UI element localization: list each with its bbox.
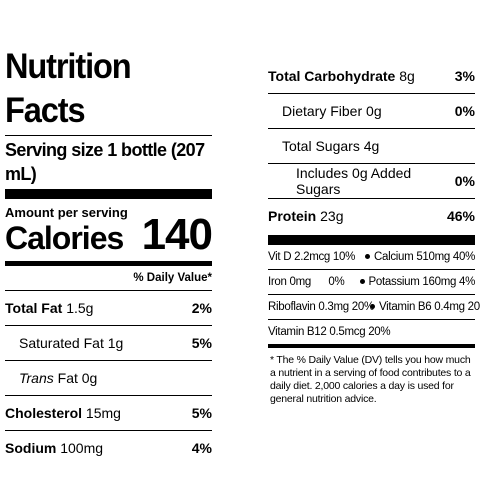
calories-divider xyxy=(5,261,212,266)
nutrient-row-sodium: Sodium 100mg 4% xyxy=(5,430,212,465)
nutrition-left-column: Nutrition Facts Serving size 1 bottle (2… xyxy=(5,45,213,465)
nutrient-name: Includes 0g Added Sugars xyxy=(296,165,412,197)
nutrition-right-column: Total Carbohydrate 8g 3% Dietary Fiber 0… xyxy=(268,59,480,406)
nutrient-name: Saturated Fat xyxy=(19,335,104,351)
vitamin-right: Calcium 510mg 40% xyxy=(373,251,475,263)
nutrient-amount: 23g xyxy=(320,208,344,224)
serving-size: Serving size 1 bottle (207 mL) xyxy=(5,140,205,184)
nutrition-facts-title: Nutrition Facts xyxy=(5,47,132,130)
bullet-icon xyxy=(364,253,370,259)
calories-row: Calories 140 xyxy=(5,213,213,257)
vitamin-row: Riboflavin 0.3mg 20% Vitamin B6 0.4mg 20… xyxy=(268,294,480,319)
nutrient-amount: 0g xyxy=(81,370,98,386)
nutrient-row-total-sugars: Total Sugars 4g xyxy=(268,128,475,163)
nutrient-row-trans-fat: Trans Fat 0g xyxy=(5,360,212,395)
nutrient-row-cholesterol: Cholesterol 15mg 5% xyxy=(5,395,212,430)
nutrient-name: Trans xyxy=(19,370,54,386)
nutrient-dv: 3% xyxy=(454,68,475,84)
vitamins-divider xyxy=(268,235,475,245)
nutrient-dv: 0% xyxy=(454,173,475,189)
nutrient-amount: 4g xyxy=(363,138,380,154)
vitamin-row: Vit D 2.2mcg 10% Calcium 510mg 40% xyxy=(268,245,475,269)
nutrient-amount: 0g xyxy=(366,103,382,119)
daily-value-header: % Daily Value* xyxy=(133,272,212,284)
dv-divider xyxy=(5,290,212,291)
nutrient-row-total-carbohydrate: Total Carbohydrate 8g 3% xyxy=(268,59,475,93)
vitamin-right: Potassium 160mg 4% xyxy=(368,276,476,288)
nutrient-row-total-fat: Total Fat 1.5g 2% xyxy=(5,291,212,325)
amount-per-serving: Amount per serving xyxy=(5,205,128,220)
nutrient-dv: 5% xyxy=(191,335,212,351)
nutrient-amount: 1.5g xyxy=(66,300,94,316)
nutrient-dv: 4% xyxy=(191,440,212,456)
bullet-icon xyxy=(359,278,365,284)
nutrient-row-added-sugars: Includes 0g Added Sugars 0% xyxy=(268,163,475,198)
nutrient-name-suffix: Fat xyxy=(53,370,78,386)
vitamin-right: Vitamin B6 0.4mg 20% xyxy=(379,301,480,313)
nutrient-amount: 8g xyxy=(399,68,415,84)
vitamin-row: Iron 0mg 0% Potassium 160mg 4% xyxy=(268,269,475,294)
nutrient-row-dietary-fiber: Dietary Fiber 0g 0% xyxy=(268,93,475,128)
vitamin-row: Vitamin B12 0.5mcg 20% xyxy=(268,319,475,344)
nutrient-dv: 0% xyxy=(454,103,475,119)
title-divider xyxy=(5,135,212,136)
nutrient-amount: 1g xyxy=(107,335,124,351)
nutrient-name: Sodium xyxy=(5,440,57,456)
nutrient-dv: 2% xyxy=(191,300,212,316)
vitamin-left: Iron 0mg 0% xyxy=(268,276,345,288)
nutrient-name: Cholesterol xyxy=(5,405,83,421)
nutrient-name: Total Fat xyxy=(5,300,63,316)
serving-divider xyxy=(5,189,212,199)
nutrient-dv: 46% xyxy=(446,208,475,224)
nutrient-name: Dietary Fiber xyxy=(282,103,363,119)
nutrient-row-protein: Protein 23g 46% xyxy=(268,198,475,233)
nutrient-name: Total Sugars xyxy=(282,138,360,154)
calories-label: Calories xyxy=(5,220,124,256)
nutrient-name: Total Carbohydrate xyxy=(268,68,396,84)
nutrient-name: Protein xyxy=(268,208,317,224)
daily-value-footnote: * The % Daily Value (DV) tells you how m… xyxy=(270,354,471,405)
nutrient-row-saturated-fat: Saturated Fat 1g 5% xyxy=(5,325,212,360)
vitamin-left: Vitamin B12 0.5mcg 20% xyxy=(268,326,391,338)
footnote-divider xyxy=(268,344,475,348)
bullet-icon xyxy=(370,303,375,309)
nutrient-amount: 15mg xyxy=(85,405,121,421)
vitamin-left: Vit D 2.2mcg 10% xyxy=(268,251,356,263)
nutrient-dv: 5% xyxy=(191,405,212,421)
nutrient-amount: 100mg xyxy=(60,440,104,456)
calories-value: 140 xyxy=(141,210,213,259)
vitamin-left: Riboflavin 0.3mg 20% xyxy=(268,301,374,313)
